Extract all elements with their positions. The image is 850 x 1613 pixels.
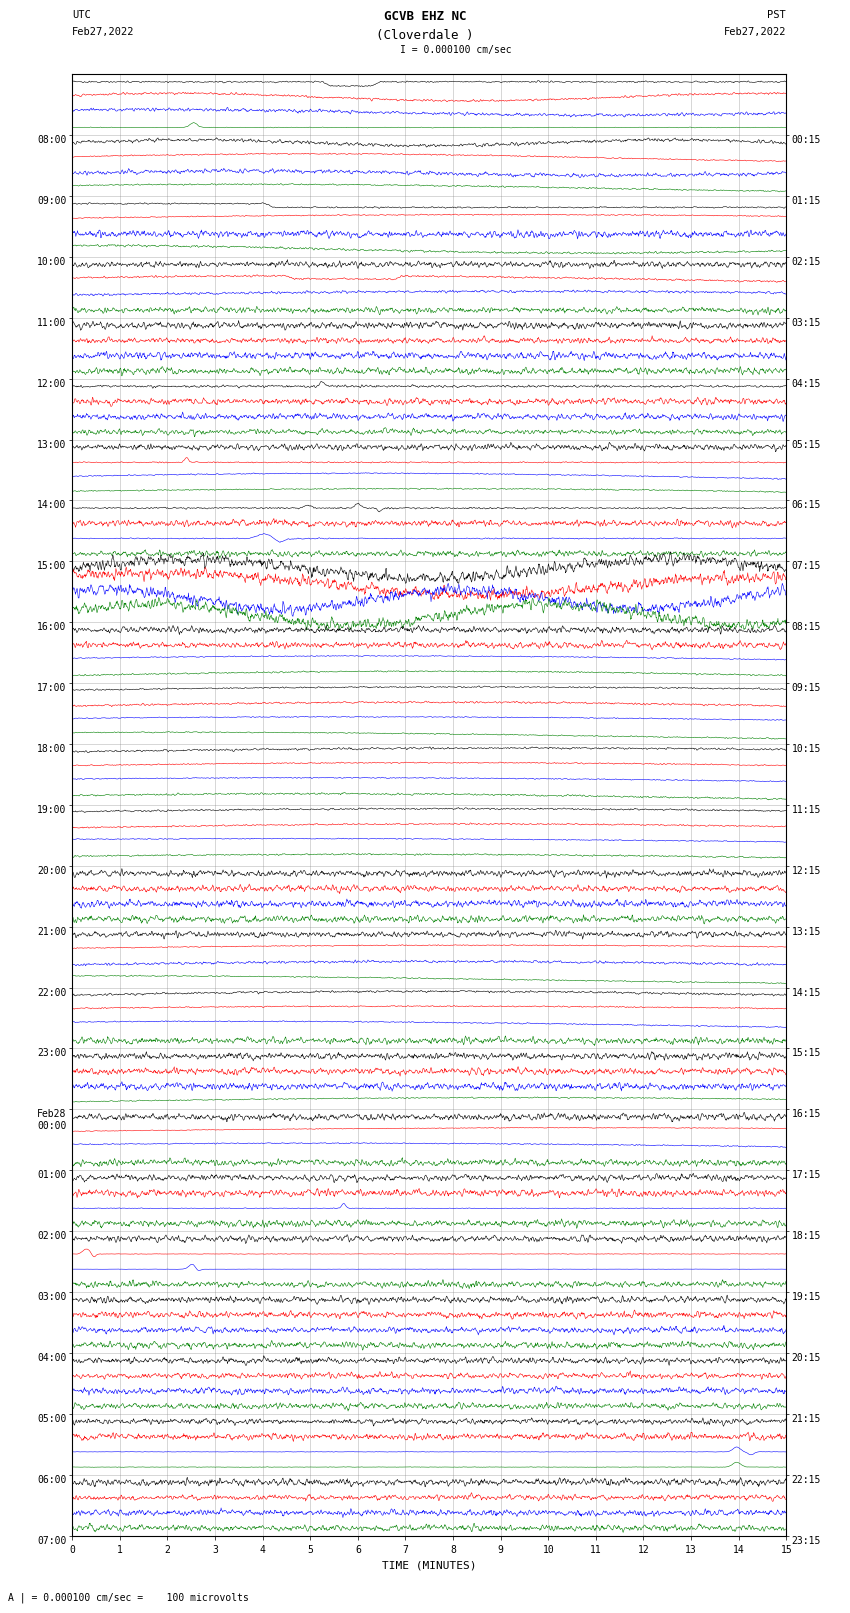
Text: GCVB EHZ NC: GCVB EHZ NC bbox=[383, 10, 467, 23]
Text: Feb27,2022: Feb27,2022 bbox=[723, 27, 786, 37]
Text: PST: PST bbox=[768, 10, 786, 19]
Text: I = 0.000100 cm/sec: I = 0.000100 cm/sec bbox=[400, 45, 511, 55]
Text: UTC: UTC bbox=[72, 10, 91, 19]
X-axis label: TIME (MINUTES): TIME (MINUTES) bbox=[382, 1560, 477, 1569]
Text: (Cloverdale ): (Cloverdale ) bbox=[377, 29, 473, 42]
Text: A | = 0.000100 cm/sec =    100 microvolts: A | = 0.000100 cm/sec = 100 microvolts bbox=[8, 1592, 249, 1603]
Text: Feb27,2022: Feb27,2022 bbox=[72, 27, 135, 37]
